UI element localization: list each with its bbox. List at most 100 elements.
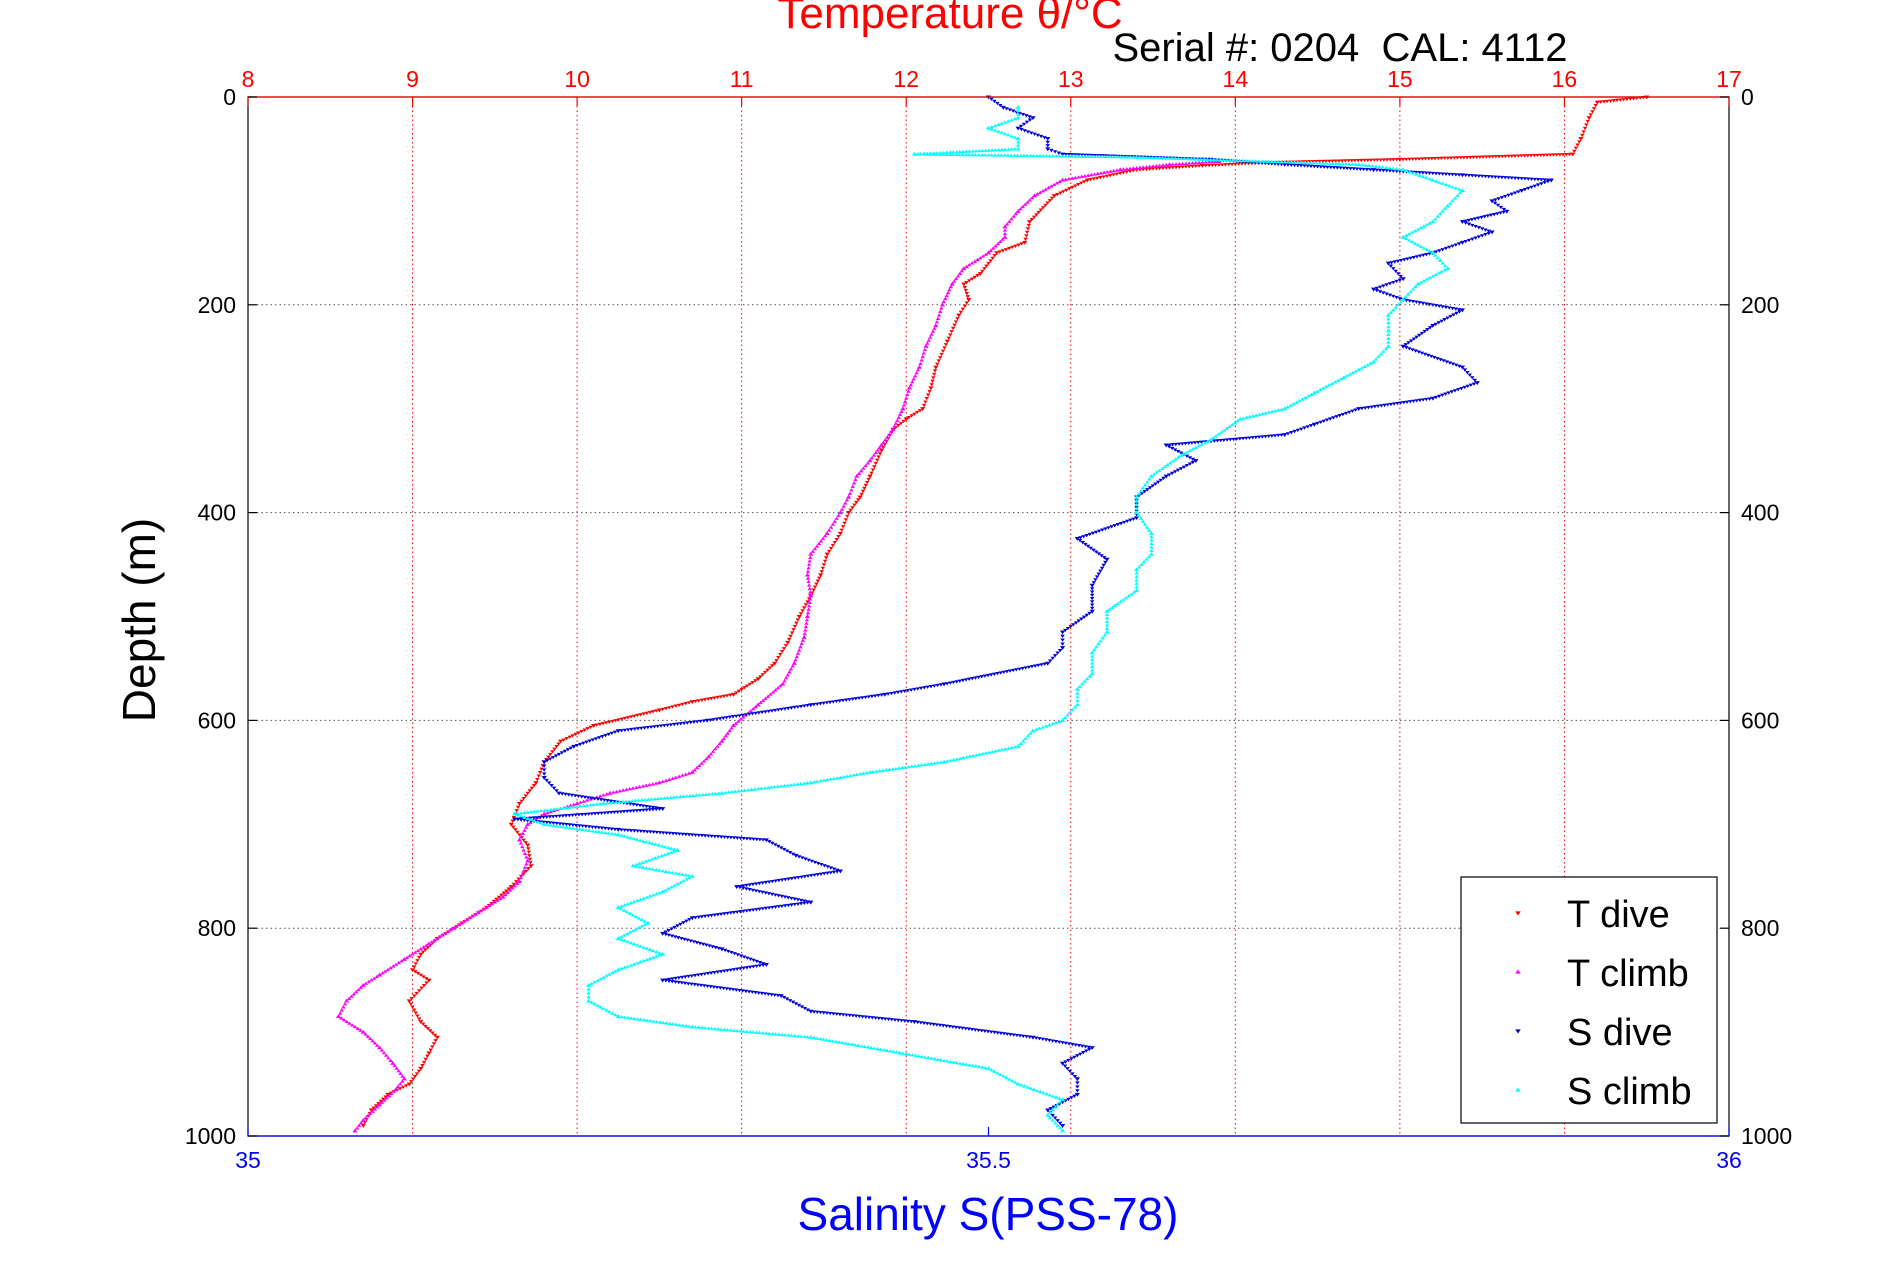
data-point <box>782 895 788 899</box>
data-point <box>522 865 528 869</box>
data-point <box>850 506 855 510</box>
data-point <box>514 881 520 885</box>
data-point <box>1624 97 1630 102</box>
data-point <box>944 152 949 156</box>
data-point <box>1189 157 1194 161</box>
data-point <box>719 738 725 743</box>
data-point <box>1386 324 1391 329</box>
data-point <box>1337 414 1342 418</box>
data-point <box>356 1123 362 1127</box>
data-point <box>1253 435 1259 440</box>
data-point <box>1104 619 1110 624</box>
data-point <box>805 600 810 604</box>
data-point <box>1577 140 1582 144</box>
data-point <box>1433 172 1439 176</box>
data-point <box>1189 441 1195 445</box>
data-point <box>1489 175 1495 179</box>
data-point <box>775 686 781 690</box>
data-point <box>1321 386 1326 390</box>
data-point <box>822 872 827 876</box>
data-point <box>646 797 651 801</box>
data-point <box>1247 158 1252 163</box>
data-point <box>1396 272 1401 276</box>
data-point <box>1020 112 1026 117</box>
data-point <box>1146 554 1152 559</box>
data-point <box>1093 578 1098 582</box>
data-point <box>470 914 476 918</box>
data-point <box>908 382 914 387</box>
data-point <box>634 809 640 813</box>
data-point <box>992 123 998 128</box>
data-point <box>650 955 656 959</box>
data-point <box>650 867 656 871</box>
data-point <box>1476 174 1482 178</box>
data-point <box>693 833 698 837</box>
data-point <box>1388 158 1393 162</box>
data-point <box>1043 724 1049 728</box>
data-point <box>875 448 880 452</box>
data-point <box>1269 162 1275 166</box>
data-point <box>999 147 1005 152</box>
data-point <box>670 977 675 981</box>
data-point <box>841 504 846 508</box>
data-point <box>657 831 663 835</box>
data-point <box>412 1008 417 1012</box>
data-point <box>765 694 771 698</box>
data-point <box>1305 164 1310 168</box>
data-point <box>980 751 985 756</box>
data-point <box>1002 147 1008 151</box>
data-point <box>574 826 579 831</box>
data-point <box>505 890 510 894</box>
data-point <box>1256 435 1262 439</box>
data-point <box>939 302 946 307</box>
data-point <box>925 685 930 689</box>
data-point <box>518 834 524 839</box>
data-point <box>805 569 811 573</box>
data-point <box>536 774 541 778</box>
data-point <box>496 895 502 900</box>
data-point <box>609 831 615 836</box>
data-point <box>970 753 976 758</box>
depth-tick-label-left: 200 <box>198 292 236 318</box>
data-point <box>420 950 426 954</box>
data-point <box>674 847 681 852</box>
data-point <box>925 341 930 345</box>
data-point <box>767 840 772 844</box>
data-point <box>413 962 419 966</box>
data-point <box>750 990 755 994</box>
data-point <box>647 956 653 960</box>
data-point <box>1154 163 1159 168</box>
data-point <box>1111 154 1117 159</box>
data-point <box>1184 464 1190 468</box>
data-point <box>1394 279 1399 284</box>
data-point <box>1072 1094 1077 1098</box>
data-point <box>789 896 794 901</box>
data-point <box>1077 539 1083 543</box>
data-point <box>1050 1039 1055 1043</box>
data-point <box>1272 434 1278 438</box>
data-point <box>676 871 682 876</box>
data-point <box>920 354 925 359</box>
depth-tick-label-left: 0 <box>223 84 236 110</box>
data-point <box>518 818 524 822</box>
data-point <box>1282 433 1288 438</box>
data-point <box>1173 162 1179 166</box>
data-point <box>919 358 924 362</box>
data-point <box>1123 596 1129 600</box>
data-point <box>931 372 937 377</box>
data-point <box>358 1028 363 1032</box>
data-point <box>687 875 692 880</box>
data-point <box>583 828 589 832</box>
data-point <box>824 1038 829 1042</box>
data-point <box>1503 194 1508 199</box>
data-point <box>1308 164 1314 169</box>
data-point <box>542 772 547 776</box>
data-point <box>674 795 680 799</box>
data-point <box>1074 537 1080 541</box>
data-point <box>868 1045 874 1050</box>
data-point <box>1052 1116 1058 1120</box>
data-point <box>594 802 600 806</box>
data-point <box>983 153 988 157</box>
data-point <box>1424 302 1429 306</box>
data-point <box>741 955 747 959</box>
